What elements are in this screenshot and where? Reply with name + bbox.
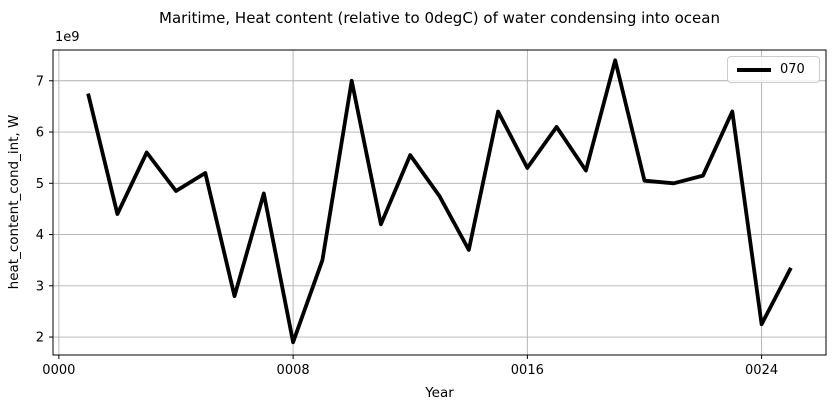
y-axis-offset-label: 1e9 (55, 30, 80, 45)
data-line-070 (86, 58, 793, 345)
y-tick-label: 3 (36, 279, 44, 294)
y-tick-label: 4 (36, 228, 44, 243)
x-tick-label: 0008 (277, 363, 310, 378)
plot-border (52, 49, 827, 356)
y-tick-label: 6 (36, 126, 44, 141)
x-axis-label: Year (425, 385, 454, 401)
x-tick-label: 0024 (745, 363, 778, 378)
legend: 070 (727, 56, 820, 83)
chart-title: Maritime, Heat content (relative to 0deg… (159, 9, 720, 27)
legend-label: 070 (780, 62, 805, 77)
y-tick-label: 5 (36, 177, 44, 192)
legend-line-sample-icon (737, 67, 771, 72)
y-tick-label: 2 (36, 331, 44, 346)
x-tick-label: 0000 (42, 363, 75, 378)
x-tick-label: 0016 (511, 363, 544, 378)
y-tick-label: 7 (36, 74, 44, 89)
